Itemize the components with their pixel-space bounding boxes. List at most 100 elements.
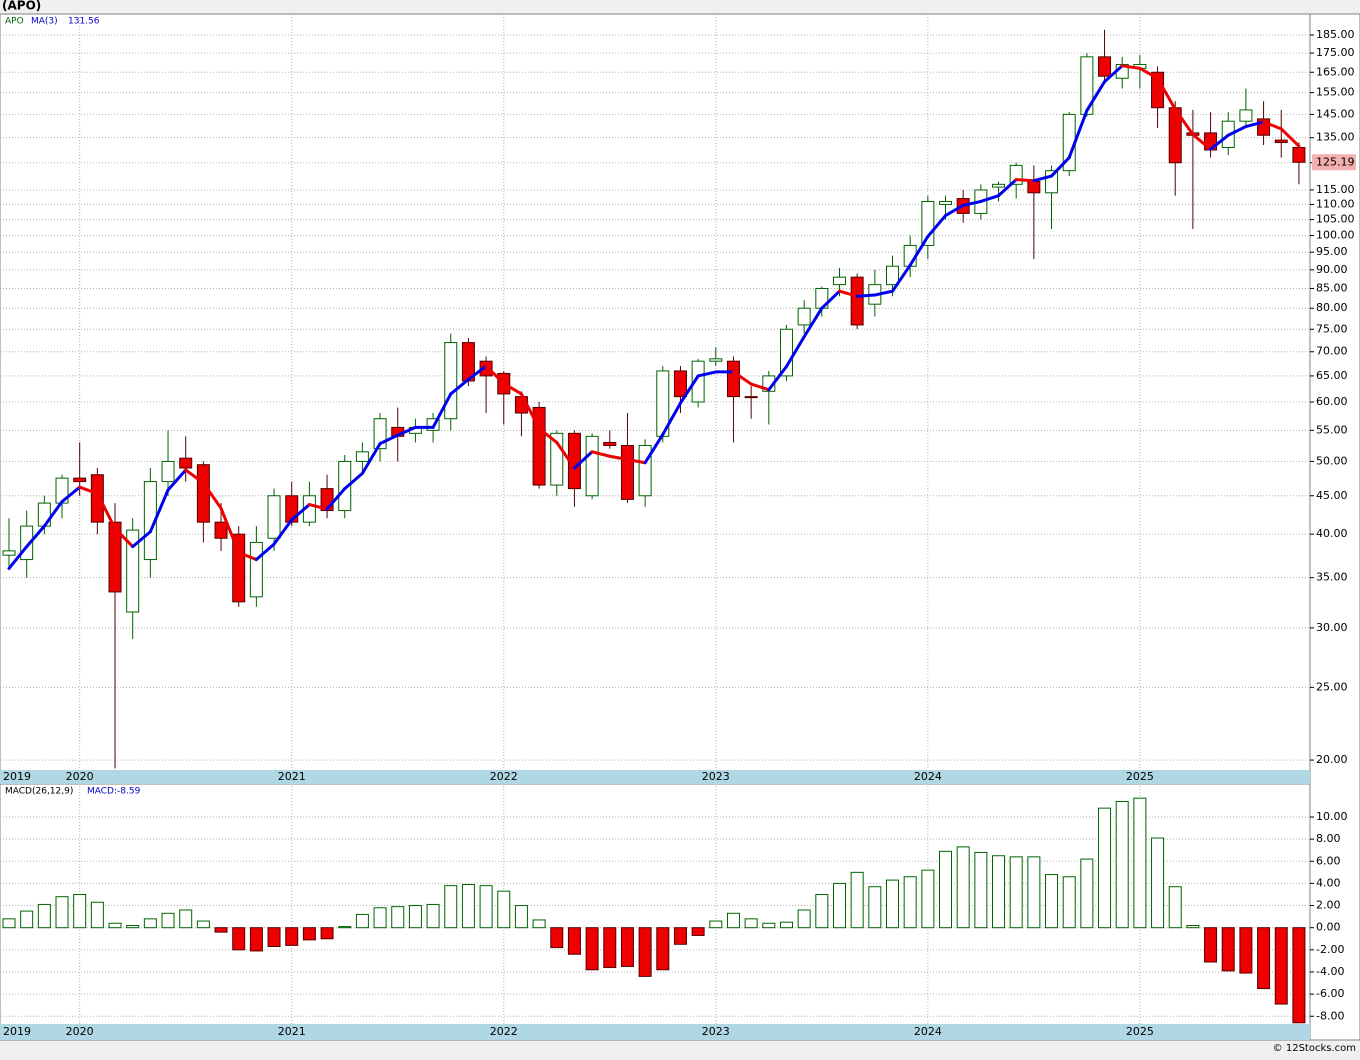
candle-body (479, 360, 493, 377)
y-tick-label: 80.00 (1316, 301, 1348, 314)
candle-body (444, 342, 458, 420)
bar (709, 920, 723, 929)
y-tick-label: 90.00 (1316, 263, 1348, 276)
y-tick-label: 0.00 (1316, 921, 1341, 934)
y-tick-label: 45.00 (1316, 489, 1348, 502)
y-tick-label: -6.00 (1316, 987, 1344, 1000)
candle-body (161, 460, 175, 483)
bar (1186, 924, 1200, 929)
bar (1115, 800, 1129, 929)
x-tick-label: 2025 (1126, 770, 1154, 783)
candle-body (691, 360, 705, 403)
ma-line (290, 503, 311, 522)
y-tick-label: 4.00 (1316, 876, 1341, 889)
ma-line (1209, 133, 1230, 151)
candle-body (992, 183, 1006, 188)
ma-line (1085, 80, 1107, 113)
candle-body (1292, 146, 1306, 163)
ma-line (555, 440, 576, 470)
candle-body (744, 396, 758, 399)
ma-line (396, 425, 417, 437)
x-tick-label: 2020 (66, 1025, 94, 1038)
bar (1204, 927, 1218, 963)
ma-line (661, 401, 682, 437)
y-tick-label: 165.00 (1316, 65, 1355, 78)
ma-line (1032, 174, 1054, 183)
bar (620, 927, 634, 967)
ma-line (873, 289, 894, 297)
ma-line (307, 503, 329, 511)
candle-body (585, 435, 599, 497)
bar (179, 909, 193, 929)
ma-line (484, 364, 506, 386)
ma-line (95, 492, 117, 530)
x-tick-label: 2020 (66, 770, 94, 783)
bar (267, 927, 281, 948)
candle-body (126, 529, 140, 613)
bar (55, 896, 69, 929)
bar (514, 905, 528, 929)
bar (691, 927, 705, 936)
candle-body (214, 521, 228, 539)
bar (532, 919, 546, 929)
ma-line (7, 545, 29, 570)
candle-body (1098, 56, 1112, 77)
candle-body (196, 464, 210, 523)
bar (886, 879, 899, 929)
bar (1080, 858, 1094, 929)
bar (408, 905, 422, 929)
footer: © 12Stocks.com (1273, 1043, 1356, 1054)
bar (126, 924, 140, 929)
y-tick-label: -8.00 (1316, 1009, 1344, 1022)
ma-line (855, 293, 877, 298)
candle-body (638, 445, 652, 497)
candle-body (108, 521, 122, 593)
ma-line (908, 234, 930, 267)
y-tick-label: 100.00 (1316, 228, 1355, 241)
bar (974, 851, 988, 929)
candle-body (832, 276, 846, 286)
ma-line (749, 382, 771, 392)
ma-line (166, 468, 188, 492)
year-band (0, 770, 1310, 784)
bar (143, 918, 157, 929)
ma-line (378, 433, 400, 446)
bar (37, 903, 51, 929)
ma-line (643, 433, 665, 465)
bar (1151, 837, 1165, 929)
x-tick-label: 2023 (702, 770, 730, 783)
ma-line (42, 500, 64, 528)
y-tick-label: 65.00 (1316, 369, 1348, 382)
bar (108, 922, 122, 929)
ma-line (590, 450, 612, 458)
ma-line (944, 203, 965, 218)
ma-line (325, 487, 347, 511)
ma-line (625, 457, 647, 465)
y-tick-label: -2.00 (1316, 943, 1344, 956)
bar (355, 913, 369, 929)
ma-line (1138, 66, 1160, 80)
candle-body (726, 360, 740, 398)
ma-line (131, 530, 152, 549)
candle-body (850, 276, 864, 326)
x-tick-label: 2022 (490, 770, 518, 783)
candle-body (532, 406, 546, 486)
y-tick-label: 115.00 (1316, 183, 1355, 196)
bar (939, 850, 953, 929)
ma-line (502, 382, 523, 396)
bar (673, 927, 687, 945)
y-tick-label: 2.00 (1316, 899, 1341, 912)
bar (426, 903, 440, 929)
candle-body (1027, 181, 1041, 194)
bar (1168, 886, 1182, 929)
candle-body (797, 307, 811, 326)
bar (585, 927, 599, 971)
price-tag-label: 125.19 (1316, 155, 1355, 168)
ma-line (784, 335, 806, 369)
y-tick-label: -4.00 (1316, 965, 1344, 978)
axis-area (1309, 13, 1360, 1041)
bar (338, 926, 352, 929)
x-tick-label: 2023 (702, 1025, 730, 1038)
ma-line (201, 481, 223, 510)
y-tick-label: 95.00 (1316, 245, 1348, 258)
